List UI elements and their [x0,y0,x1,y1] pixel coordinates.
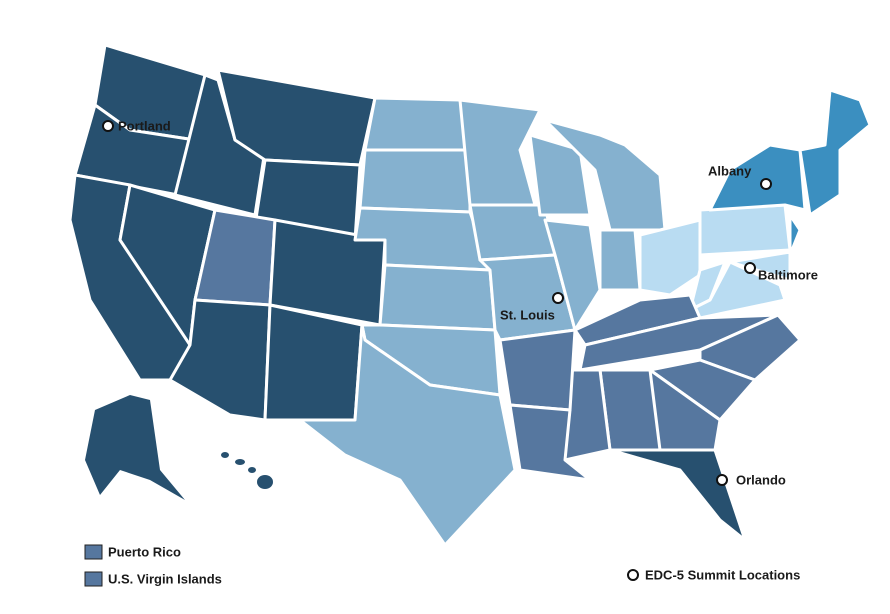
city-label: Baltimore [758,267,818,282]
city-label: Portland [118,118,171,133]
city-marker [102,120,114,132]
city-marker [552,292,564,304]
legend-marker [627,569,639,581]
city-label: St. Louis [500,307,555,322]
city-marker [716,474,728,486]
legend-swatch [84,544,103,560]
city-label: Orlando [736,472,786,487]
legend: Puerto Rico U.S. Virgin Islands EDC-5 Su… [84,544,800,587]
city-marker [744,262,756,274]
city-label: Albany [708,163,752,178]
legend-label: EDC-5 Summit Locations [645,567,800,582]
legend-label: Puerto Rico [108,544,181,559]
legend-label: U.S. Virgin Islands [108,571,222,586]
legend-swatch [84,571,103,587]
cities: Portland Albany Baltimore St. Louis Orla… [102,118,818,487]
states [68,43,872,547]
city-marker [760,178,772,190]
